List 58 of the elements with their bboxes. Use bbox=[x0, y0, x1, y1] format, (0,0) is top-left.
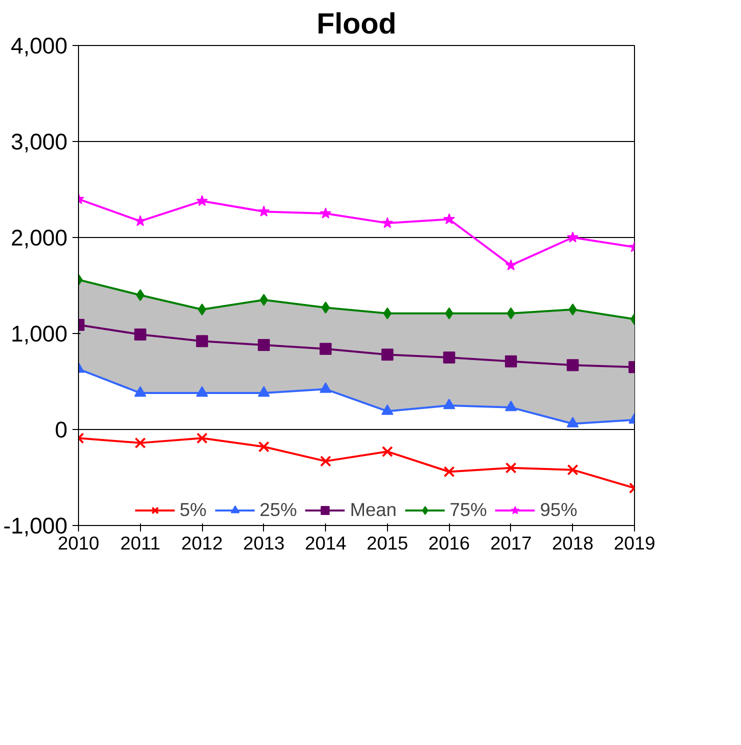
x-tick-label: 2014 bbox=[304, 532, 346, 554]
point bbox=[568, 304, 577, 316]
point bbox=[381, 348, 394, 361]
point bbox=[258, 339, 270, 352]
point bbox=[566, 232, 578, 242]
point bbox=[443, 213, 455, 224]
point bbox=[504, 400, 517, 412]
point bbox=[196, 386, 208, 397]
legend-label: 95% bbox=[540, 499, 578, 521]
point bbox=[320, 342, 332, 355]
point bbox=[444, 466, 455, 478]
x-tick-label: 2019 bbox=[614, 532, 656, 554]
point bbox=[566, 416, 579, 428]
point bbox=[321, 302, 330, 314]
legend-label: 75% bbox=[450, 499, 487, 521]
x-tick-label: 2016 bbox=[428, 532, 470, 554]
point bbox=[320, 382, 332, 393]
point bbox=[382, 217, 394, 228]
point bbox=[566, 359, 579, 372]
x-tick-label: 2011 bbox=[120, 532, 160, 554]
point bbox=[382, 446, 393, 458]
y-tick-label: 0 bbox=[54, 416, 68, 442]
point bbox=[196, 195, 208, 206]
y-tick-label: 2,000 bbox=[10, 224, 68, 250]
point bbox=[443, 352, 456, 364]
point bbox=[504, 355, 517, 368]
point bbox=[198, 304, 206, 316]
x-tick-label: 2015 bbox=[366, 532, 408, 554]
chart-title: Flood bbox=[316, 8, 396, 40]
legend-label: Mean bbox=[350, 499, 397, 521]
point bbox=[134, 215, 146, 226]
point bbox=[320, 208, 332, 218]
y-tick-label: 3,000 bbox=[10, 128, 68, 154]
point bbox=[567, 464, 578, 476]
x-tick-label: 2017 bbox=[490, 532, 532, 554]
point bbox=[134, 437, 146, 449]
legend-label: 5% bbox=[180, 499, 207, 521]
point bbox=[258, 206, 270, 217]
x-tick-label: 2018 bbox=[552, 532, 594, 554]
point bbox=[196, 335, 208, 348]
point bbox=[134, 386, 146, 397]
point bbox=[505, 462, 517, 474]
point bbox=[443, 398, 456, 410]
point bbox=[505, 259, 517, 270]
point bbox=[258, 386, 270, 397]
x-tick-label: 2013 bbox=[243, 532, 285, 554]
legend-label: 25% bbox=[260, 499, 297, 521]
point bbox=[381, 404, 394, 415]
x-tick-label: 2012 bbox=[181, 532, 223, 554]
point bbox=[196, 432, 208, 444]
point bbox=[134, 328, 146, 340]
y-tick-label: 4,000 bbox=[10, 32, 68, 58]
point bbox=[506, 307, 516, 320]
y-tick-label: 1,000 bbox=[10, 320, 68, 346]
point bbox=[383, 307, 392, 320]
x-tick-label: 2010 bbox=[58, 532, 100, 554]
point bbox=[320, 456, 332, 467]
point bbox=[258, 441, 270, 452]
